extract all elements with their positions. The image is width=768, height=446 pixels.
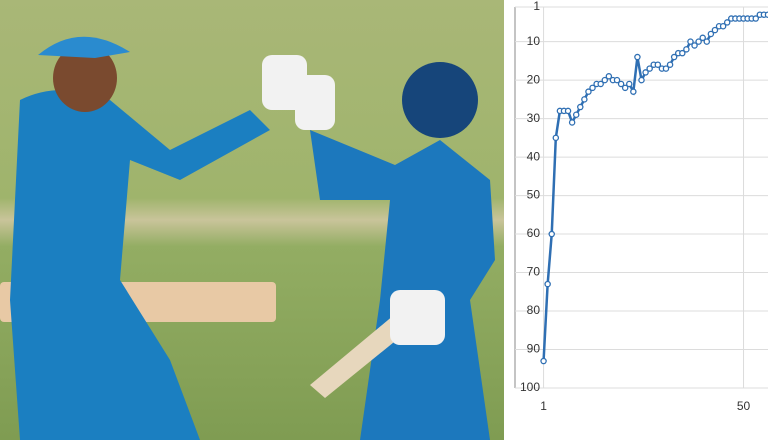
- point: [711, 26, 719, 34]
- point: [764, 11, 768, 18]
- y-tick-label: 80: [527, 303, 541, 317]
- player-left-cap: [38, 36, 130, 58]
- point: [589, 84, 596, 92]
- point: [646, 65, 653, 72]
- point: [617, 80, 625, 88]
- point: [679, 49, 686, 57]
- point: [572, 111, 580, 119]
- point: [540, 357, 547, 365]
- point: [683, 46, 690, 53]
- point: [630, 88, 637, 95]
- point: [552, 134, 560, 142]
- y-tick-label: 20: [527, 72, 541, 86]
- point: [666, 61, 674, 68]
- point: [548, 230, 555, 238]
- point: [601, 76, 609, 84]
- point: [691, 42, 698, 49]
- point: [568, 119, 576, 126]
- point: [544, 280, 551, 288]
- y-tick-label: 50: [527, 188, 541, 202]
- bat-right: [310, 310, 415, 398]
- point: [662, 65, 670, 72]
- point: [626, 80, 633, 88]
- point: [621, 84, 629, 92]
- point: [699, 34, 706, 42]
- point: [638, 76, 645, 84]
- point: [670, 53, 678, 61]
- point: [613, 76, 621, 84]
- x-tick-label: 50: [737, 399, 751, 413]
- point: [707, 30, 715, 38]
- point: [752, 15, 760, 22]
- player-left: [10, 90, 270, 440]
- point: [634, 53, 641, 61]
- y-tick-label: 60: [527, 226, 541, 240]
- point: [695, 38, 702, 45]
- point: [585, 88, 592, 95]
- player-right: [310, 130, 495, 440]
- y-tick-label: 40: [527, 149, 541, 163]
- x-tick-label: 1: [540, 399, 547, 413]
- glove-right-lower: [390, 290, 445, 345]
- player-left-head: [53, 44, 117, 112]
- point: [719, 22, 727, 30]
- point: [564, 107, 572, 115]
- point: [703, 38, 711, 45]
- point: [654, 61, 662, 68]
- y-tick-label: 70: [527, 265, 541, 279]
- point: [687, 38, 694, 45]
- y-tick-label: 90: [527, 342, 541, 356]
- y-tick-label: 10: [527, 34, 541, 48]
- point: [723, 19, 731, 26]
- point: [577, 103, 584, 111]
- photo: [0, 0, 504, 440]
- player-right-helmet: [402, 62, 478, 138]
- point: [597, 80, 604, 88]
- glove-right: [295, 75, 335, 130]
- point: [605, 73, 613, 80]
- y-tick-label: 30: [527, 111, 541, 125]
- y-tick-label: 1: [533, 0, 540, 13]
- point: [581, 96, 588, 103]
- y-tick-label: 100: [520, 380, 540, 394]
- point: [642, 69, 649, 76]
